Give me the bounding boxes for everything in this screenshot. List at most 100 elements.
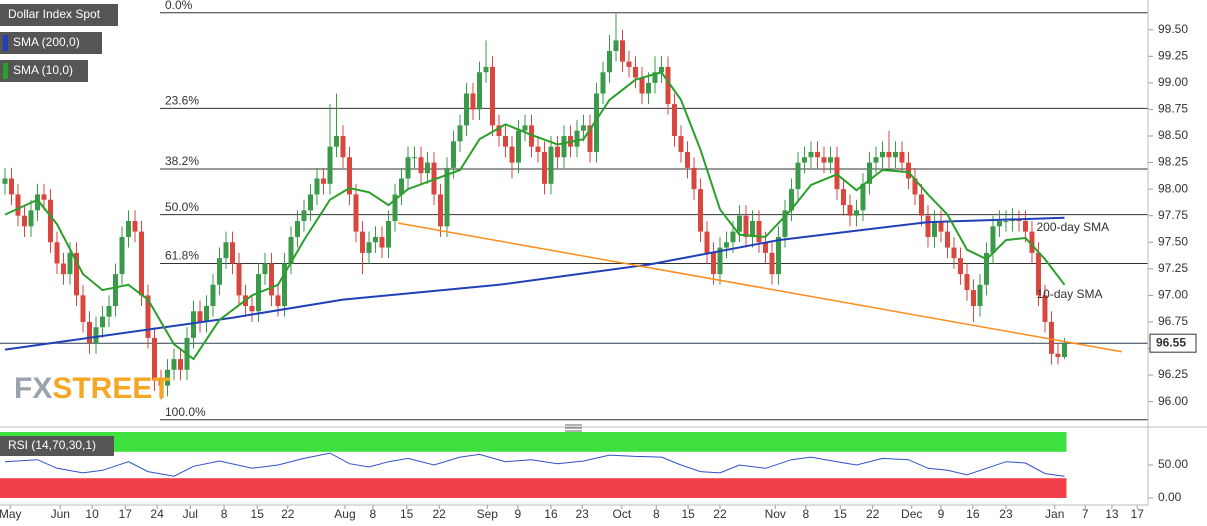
candle-body (392, 194, 398, 221)
candle-body (983, 252, 989, 285)
x-tick-label: 15 (251, 507, 265, 521)
candle-body (437, 194, 443, 227)
candle-body (970, 290, 976, 306)
candle-body (626, 61, 632, 67)
candle-body (788, 189, 794, 211)
candle-body (645, 82, 651, 94)
x-tick-label: May (0, 507, 22, 521)
x-tick-label: 8 (221, 507, 228, 521)
plot (2, 13, 1122, 477)
y-tick-label: 98.00 (1158, 181, 1188, 195)
candle-body (275, 295, 281, 306)
candle-body (814, 151, 820, 158)
y-tick-label: 50.00 (1158, 457, 1188, 471)
candle-body (905, 162, 911, 179)
candle-body (840, 189, 846, 206)
candle-body (821, 157, 827, 163)
x-tick-label: Jan (1045, 507, 1064, 521)
x-tick-label: Nov (765, 507, 786, 521)
candle-body (288, 236, 294, 264)
x-tick-label: 22 (866, 507, 880, 521)
candle-body (619, 40, 625, 62)
candle-body (340, 136, 346, 158)
y-tick-label: 0.00 (1158, 490, 1182, 504)
candle-body (561, 136, 567, 158)
y-tick-label: 97.75 (1158, 208, 1188, 222)
candle-body (281, 263, 287, 306)
legend-label: SMA (200,0) (13, 35, 80, 49)
y-tick-label: 98.50 (1158, 128, 1188, 142)
candle-body (74, 252, 80, 296)
fib-label: 0.0% (165, 0, 193, 12)
candle-body (132, 221, 138, 232)
x-tick-label: 23 (999, 507, 1013, 521)
watermark-street: STREET (52, 372, 170, 405)
candle-body (268, 263, 274, 296)
line-annotation: 200-day SMA (1036, 220, 1109, 234)
candle-body (229, 242, 235, 264)
candle-body (515, 130, 521, 163)
candle-body (171, 359, 177, 370)
fib-label: 100.0% (165, 405, 206, 419)
candle-body (964, 274, 970, 291)
candle-body (918, 194, 924, 216)
candle-body (613, 40, 619, 51)
x-tick-label: 23 (576, 507, 590, 521)
y-tick-label: 96.00 (1158, 394, 1188, 408)
candle-body (502, 136, 508, 147)
candle-body (847, 205, 853, 216)
candle-body (665, 66, 671, 105)
legend-label: SMA (10,0) (13, 63, 73, 77)
line-annotation: 10-day SMA (1036, 287, 1102, 301)
last-price-box (1149, 333, 1197, 353)
candle-body (535, 146, 541, 152)
fib-label: 23.6% (165, 94, 199, 108)
candle-body (431, 162, 437, 195)
candle-body (301, 210, 307, 221)
candle-body (483, 66, 489, 73)
x-tick-label: 17 (1131, 507, 1145, 521)
sma-line (4, 216, 1065, 351)
candle-body (704, 231, 710, 253)
y-tick-label: 96.75 (1158, 314, 1188, 328)
candle-body (730, 231, 736, 243)
candle-body (424, 162, 430, 174)
candle-body (782, 210, 788, 237)
x-tick-label: Jul (183, 507, 198, 521)
candle-body (671, 104, 677, 136)
legend-box (0, 4, 118, 26)
candle-body (509, 146, 515, 163)
candle-body (951, 247, 957, 259)
sma-line (4, 71, 1066, 361)
candle-body (379, 236, 385, 248)
candle-body (996, 221, 1002, 227)
y-tick-label: 97.25 (1158, 261, 1188, 275)
rsi-title: RSI (14,70,30,1) (8, 438, 96, 452)
candle-body (743, 215, 749, 237)
candle-body (353, 194, 359, 232)
candle-body (450, 141, 456, 168)
candle-body (476, 72, 482, 110)
grid (0, 12, 1153, 509)
candle-body (67, 252, 73, 275)
candle-body (366, 242, 372, 253)
candle-body (333, 136, 339, 147)
candle-body (528, 125, 534, 147)
candle-body (444, 167, 450, 227)
candle-body (87, 321, 93, 344)
y-tick-label: 99.25 (1158, 48, 1188, 62)
candle-body (990, 226, 996, 253)
x-tick-label: 16 (544, 507, 558, 521)
candle-body (463, 93, 469, 126)
candle-body (886, 151, 892, 158)
candle-body (580, 125, 586, 131)
candle-body (158, 380, 164, 386)
candle-body (879, 151, 885, 158)
candle-body (912, 178, 918, 195)
candle-body (139, 231, 145, 296)
candle-body (834, 157, 840, 190)
y-tick-label: 99.50 (1158, 22, 1188, 36)
candle-body (398, 178, 404, 195)
candle-body (372, 236, 378, 243)
candle-body (957, 258, 963, 275)
